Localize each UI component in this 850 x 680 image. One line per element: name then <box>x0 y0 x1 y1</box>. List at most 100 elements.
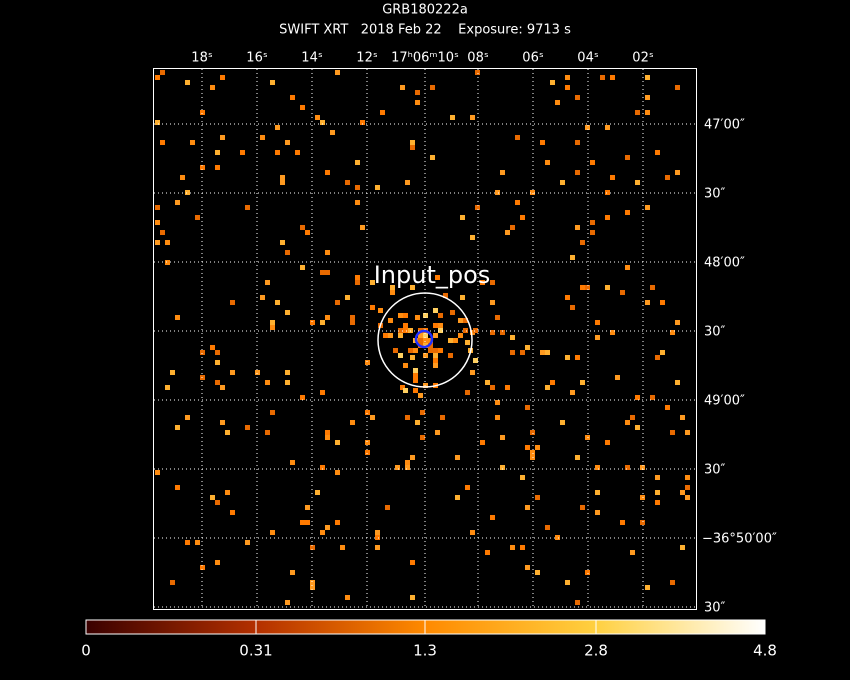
pixel <box>195 540 200 545</box>
pixel <box>595 320 600 325</box>
pixel <box>675 170 680 175</box>
pixel <box>438 328 443 333</box>
pixel <box>260 135 265 140</box>
pixel <box>645 300 650 305</box>
source-region <box>377 292 473 388</box>
pixel <box>270 320 275 325</box>
pixel <box>545 525 550 530</box>
pixel <box>370 305 375 310</box>
pixel <box>285 380 290 385</box>
pixel <box>325 170 330 175</box>
pixel <box>455 455 460 460</box>
pixel <box>515 200 520 205</box>
pixel <box>395 465 400 470</box>
pixel <box>365 410 370 415</box>
pixel <box>490 330 495 335</box>
pixel <box>370 280 375 285</box>
pixel <box>185 190 190 195</box>
pixel <box>605 440 610 445</box>
pixel <box>335 300 340 305</box>
pixel <box>345 295 350 300</box>
pixel <box>335 440 340 445</box>
photon-pixels <box>155 70 690 605</box>
pixel <box>415 90 420 95</box>
pixel <box>465 340 470 345</box>
pixel <box>645 205 650 210</box>
pixel <box>470 330 475 335</box>
pixel <box>610 75 615 80</box>
dec-label: 47′00″ <box>704 118 745 133</box>
pixel <box>300 225 305 230</box>
pixel <box>645 110 650 115</box>
pixel <box>430 155 435 160</box>
pixel <box>340 545 345 550</box>
pixel <box>535 570 540 575</box>
pixel <box>270 80 275 85</box>
pixel <box>655 490 660 495</box>
pixel <box>310 545 315 550</box>
pixel <box>418 338 423 343</box>
colorbar-label: 1.3 <box>413 642 437 660</box>
pixel <box>315 490 320 495</box>
pixel <box>520 350 525 355</box>
pixel <box>190 140 195 145</box>
pixel <box>570 390 575 395</box>
pixel <box>423 338 428 343</box>
pixel <box>433 358 438 363</box>
pixel <box>630 415 635 420</box>
position-marker <box>414 329 434 349</box>
image-frame <box>153 68 697 610</box>
colorbar-labels: 0 0.31 1.3 2.8 4.8 <box>81 620 777 660</box>
pixel <box>480 280 485 285</box>
pixel <box>438 323 443 328</box>
pixel <box>630 550 635 555</box>
pixel <box>165 240 170 245</box>
pixel <box>310 580 315 585</box>
pixel <box>600 75 605 80</box>
pixel <box>665 405 670 410</box>
pixel <box>570 255 575 260</box>
pixel <box>390 285 395 290</box>
pixel <box>500 435 505 440</box>
dec-label: 49′00″ <box>704 394 745 409</box>
pixel <box>645 95 650 100</box>
pixel <box>550 380 555 385</box>
pixel <box>490 280 495 285</box>
pixel <box>470 235 475 240</box>
pixel <box>495 190 500 195</box>
pixel <box>225 430 230 435</box>
pixel <box>400 385 405 390</box>
pixel <box>428 338 433 343</box>
pixel <box>510 350 515 355</box>
pixel <box>245 425 250 430</box>
pixel <box>555 100 560 105</box>
coordinate-grid: 18ˢ 16ˢ 14ˢ 12ˢ 17ʰ06ᵐ10ˢ 08ˢ 06ˢ 04ˢ 02ˢ 47′00″ 3… <box>154 51 777 616</box>
pixel <box>378 308 383 313</box>
pixel <box>403 388 408 393</box>
pixel <box>585 125 590 130</box>
pixel <box>635 110 640 115</box>
pixel <box>230 300 235 305</box>
pixel <box>670 330 675 335</box>
dec-label: 30″ <box>704 601 726 616</box>
pixel <box>470 530 475 535</box>
pixel <box>420 435 425 440</box>
pixel <box>230 370 235 375</box>
pixel <box>565 85 570 90</box>
ra-label: 06ˢ <box>522 51 544 66</box>
ra-label: 08ˢ <box>467 51 489 66</box>
pixel <box>335 470 340 475</box>
pixel <box>655 355 660 360</box>
title: GRB180222a <box>382 3 468 18</box>
pixel <box>473 358 478 363</box>
pixel <box>423 353 428 358</box>
pixel <box>505 230 510 235</box>
pixel <box>375 535 380 540</box>
pixel <box>200 110 205 115</box>
pixel <box>175 315 180 320</box>
pixel <box>415 100 420 105</box>
pixel <box>220 135 225 140</box>
pixel <box>400 85 405 90</box>
pixel <box>585 570 590 575</box>
